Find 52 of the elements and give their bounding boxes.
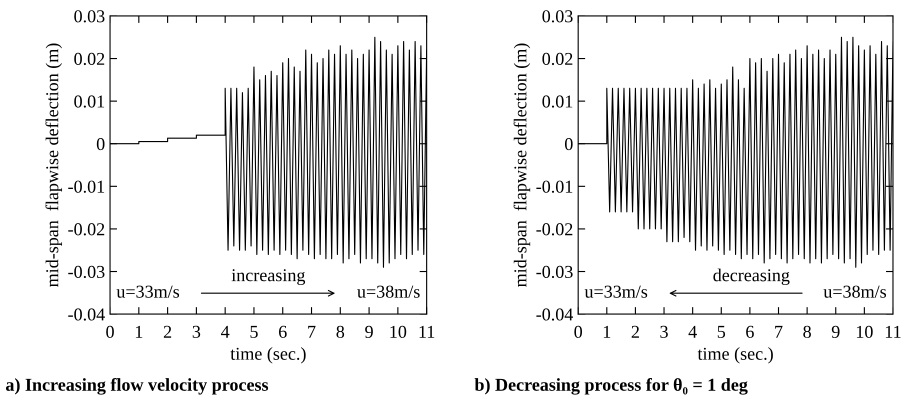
- y-tick-label: 0.03: [542, 10, 573, 22]
- y-tick-label: -0.04: [68, 308, 105, 321]
- annotation: u=33m/s: [116, 286, 180, 298]
- x-tick-label: 11: [420, 326, 434, 338]
- y-tick-label: -0.01: [68, 180, 104, 193]
- text: a) Increasing flow velocity process: [6, 378, 268, 395]
- annotation: u=38m/s: [357, 286, 420, 298]
- x-tick-label: 7: [775, 326, 783, 338]
- x-tick-label: 4: [221, 326, 230, 338]
- x-tick-label: 8: [803, 326, 811, 338]
- y-tick-label: 0.01: [542, 95, 572, 108]
- x-axis-title: time (sec.): [230, 347, 306, 364]
- annotation: increasing: [232, 269, 306, 286]
- x-tick-label: 10: [390, 326, 406, 338]
- x-tick-label: 5: [718, 326, 726, 338]
- y-tick-label: -0.04: [536, 308, 574, 321]
- y-tick-label: -0.02: [536, 223, 572, 236]
- x-tick-label: 2: [164, 326, 172, 338]
- x-tick-label: 11: [886, 326, 901, 338]
- y-tick-label: 0.01: [74, 95, 104, 108]
- x-tick-label: 9: [832, 326, 840, 338]
- y-axis-title: mid-span flapwise deflection (m): [514, 43, 530, 287]
- annotation: decreasing: [713, 268, 790, 286]
- y-tick-label: -0.01: [536, 180, 572, 193]
- x-axis-title: time (sec.): [698, 347, 773, 364]
- y-tick-label: -0.03: [68, 266, 104, 278]
- y-tick-label: 0.02: [542, 52, 572, 66]
- x-tick-label: 0: [574, 326, 582, 338]
- annotation: u=33m/s: [584, 286, 648, 298]
- x-tick-label: 1: [136, 326, 142, 338]
- x-tick-label: 3: [660, 326, 668, 338]
- x-tick-label: 0: [106, 326, 114, 338]
- annotation: u=38m/s: [824, 286, 886, 298]
- y-tick-label: -0.02: [68, 223, 104, 236]
- x-tick-label: 9: [365, 326, 373, 338]
- text: b) Decreasing process for θ₀ = 1 deg: [474, 378, 748, 395]
- x-tick-label: 8: [336, 326, 344, 338]
- x-tick-label: 1: [604, 326, 610, 338]
- x-tick-label: 3: [192, 326, 200, 338]
- x-tick-label: 5: [250, 326, 258, 338]
- x-tick-label: 4: [688, 326, 697, 338]
- y-axis-title: mid-span flapwise deflection (m): [45, 43, 62, 287]
- x-tick-label: 2: [632, 326, 639, 338]
- y-tick-label: 0: [96, 138, 104, 150]
- y-tick-label: 0.02: [74, 52, 104, 66]
- y-tick-label: 0.03: [74, 10, 104, 22]
- x-tick-label: 7: [308, 326, 316, 338]
- x-tick-label: 6: [279, 326, 287, 338]
- y-tick-label: 0: [564, 138, 573, 150]
- x-tick-label: 10: [856, 326, 873, 338]
- y-tick-label: -0.03: [536, 266, 573, 278]
- x-tick-label: 6: [746, 326, 754, 338]
